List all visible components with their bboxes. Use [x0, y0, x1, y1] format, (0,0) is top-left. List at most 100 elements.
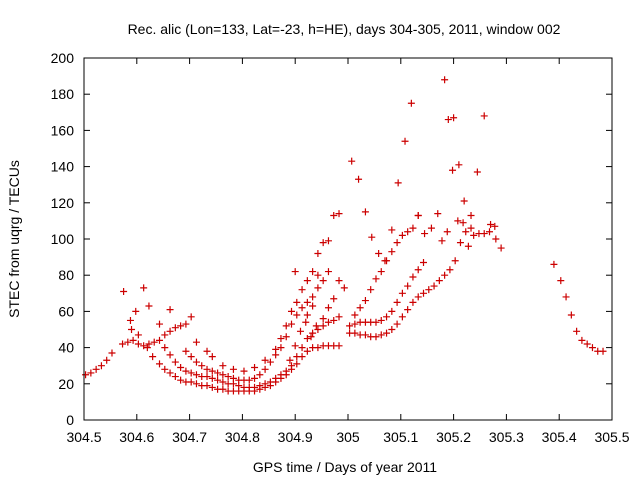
data-point [368, 233, 376, 241]
data-point [187, 369, 195, 377]
data-point [599, 347, 607, 355]
x-tick-label: 305.1 [383, 429, 418, 445]
data-point [314, 284, 322, 292]
data-point [143, 344, 151, 352]
data-point [282, 367, 290, 375]
data-point [140, 284, 148, 292]
y-tick-label: 0 [66, 412, 74, 428]
data-point [177, 364, 185, 372]
data-point [92, 365, 100, 373]
data-point [182, 367, 190, 375]
data-point [450, 114, 458, 122]
data-point [420, 289, 428, 297]
data-point [335, 342, 343, 350]
data-point [319, 239, 327, 247]
data-point [588, 344, 596, 352]
data-point [192, 371, 200, 379]
data-point [319, 277, 327, 285]
data-point [272, 345, 280, 353]
data-point [355, 175, 363, 183]
data-point [293, 311, 301, 319]
data-point [438, 237, 446, 245]
data-point [182, 347, 190, 355]
data-point [409, 298, 417, 306]
data-point [192, 358, 200, 366]
data-point [401, 137, 409, 145]
data-point [171, 373, 179, 381]
data-point [314, 326, 322, 333]
x-tick-label: 304.6 [119, 429, 154, 445]
data-point [203, 347, 211, 355]
data-point [208, 383, 216, 391]
data-point [309, 293, 317, 301]
data-point [393, 320, 401, 328]
data-point [134, 340, 142, 348]
y-axis: 0 20 40 60 80 100 120 140 160 180 200 [51, 50, 612, 428]
data-point [145, 302, 153, 310]
y-tick-label: 60 [58, 303, 74, 319]
data-point [282, 322, 290, 330]
data-point [372, 318, 380, 326]
data-point [427, 224, 435, 232]
x-tick-label: 305.4 [542, 429, 577, 445]
data-point [298, 304, 306, 312]
data-point [303, 335, 311, 343]
data-point [319, 315, 327, 323]
data-point [361, 297, 369, 305]
y-tick-label: 100 [51, 231, 75, 247]
data-point [557, 277, 565, 285]
data-point [256, 371, 264, 379]
data-point [480, 230, 488, 238]
data-point [261, 365, 269, 373]
data-point [245, 376, 253, 384]
data-point [361, 331, 369, 339]
data-point [156, 320, 164, 328]
data-point [330, 295, 338, 303]
data-point [449, 166, 457, 174]
data-point [293, 298, 301, 306]
data-point [293, 353, 301, 361]
data-point [398, 231, 406, 239]
data-point [187, 353, 195, 361]
data-point [293, 360, 301, 368]
data-point [97, 362, 105, 370]
data-point [219, 371, 227, 379]
data-point [277, 344, 285, 352]
data-point [377, 316, 385, 324]
data-point [166, 327, 174, 335]
data-point [309, 302, 317, 310]
data-point [251, 383, 259, 391]
y-tick-label: 120 [51, 195, 75, 211]
data-point [296, 327, 304, 335]
data-point [303, 277, 311, 285]
data-point [314, 271, 322, 279]
data-point [266, 378, 274, 386]
data-point [388, 226, 396, 234]
data-point [82, 371, 90, 379]
data-point [330, 316, 338, 324]
data-point [446, 266, 454, 274]
data-point [288, 320, 296, 328]
data-point [192, 380, 200, 388]
data-point [129, 336, 137, 344]
data-point [486, 228, 494, 236]
data-point [454, 217, 462, 225]
data-point [203, 373, 211, 381]
data-point [224, 373, 232, 381]
data-point [404, 282, 412, 290]
data-point [480, 112, 488, 120]
data-point [303, 311, 311, 319]
data-point [261, 380, 269, 388]
y-tick-label: 200 [51, 50, 75, 66]
data-point [288, 362, 296, 370]
data-point [578, 336, 586, 344]
data-point [340, 284, 348, 292]
data-point [208, 374, 216, 382]
data-point [467, 224, 475, 232]
chart-title: Rec. alic (Lon=133, Lat=-23, h=HE), days… [128, 21, 561, 37]
data-point [87, 369, 95, 377]
data-point [182, 320, 190, 328]
data-point [487, 221, 495, 229]
